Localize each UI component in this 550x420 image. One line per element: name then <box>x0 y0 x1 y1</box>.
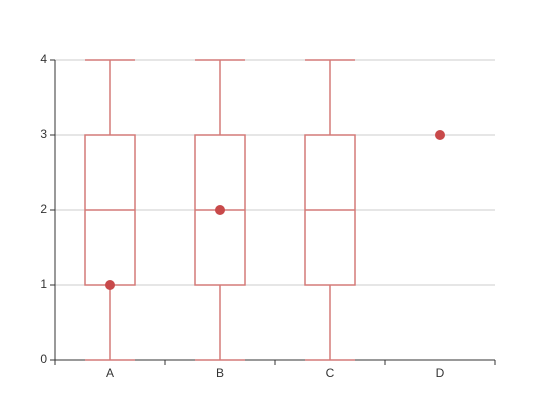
point <box>105 280 115 290</box>
x-tick-label: A <box>106 366 114 380</box>
point <box>215 205 225 215</box>
y-tick-label: 3 <box>40 127 47 141</box>
point <box>435 130 445 140</box>
y-tick-label: 0 <box>40 352 47 366</box>
x-tick-label: B <box>216 366 224 380</box>
y-tick-label: 1 <box>40 277 47 291</box>
x-tick-label: D <box>436 366 445 380</box>
y-tick-label: 4 <box>40 52 47 66</box>
y-tick-label: 2 <box>40 202 47 216</box>
x-tick-label: C <box>326 366 335 380</box>
